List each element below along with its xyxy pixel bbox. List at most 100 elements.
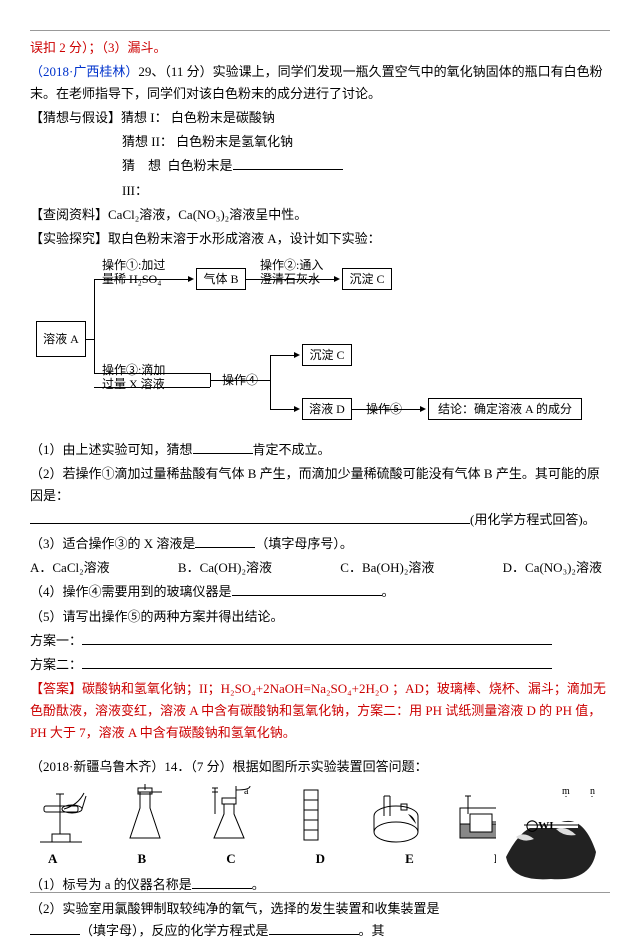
plan1-label: 方案一： <box>30 633 82 648</box>
node-gasB: 气体 B <box>196 268 246 290</box>
q1-5: （5）请写出操作⑤的两种方案并得出结论。 <box>30 606 610 628</box>
q2-1-b: 。 <box>252 877 265 892</box>
line <box>270 409 296 410</box>
q1-2-blank: (用化学方程式回答)。 <box>30 509 610 531</box>
prev-answer-tail: 误扣 2 分）；（3）漏斗。 <box>30 37 610 59</box>
node-precC2: 沉淀 C <box>302 344 352 366</box>
node-conclusion: 结论：确定溶液 A 的成分 <box>428 398 582 420</box>
guess-4-row: III： <box>30 180 610 202</box>
guess-1-text: 白色粉末是碳酸钠 <box>171 110 275 125</box>
svg-text:n: n <box>590 786 595 797</box>
line <box>86 339 94 340</box>
q1-3-a: （3）适合操作③的 X 溶液是 <box>30 536 195 551</box>
reference: 【查阅资料】CaCl₂溶液，Ca(NO₃)₂溶液呈中性。 <box>30 204 610 226</box>
node-solD: 溶液 D <box>302 398 352 420</box>
line <box>94 279 95 373</box>
arrow <box>334 276 340 282</box>
app-E <box>366 784 424 846</box>
q1-2: （2）若操作①滴加过量稀盐酸有气体 B 产生，而滴加少量稀硫酸可能没有气体 B … <box>30 463 610 507</box>
node-precC: 沉淀 C <box>342 268 392 290</box>
line <box>352 409 422 410</box>
q2-1-a: （1）标号为 a 的仪器名称是 <box>30 877 192 892</box>
svg-text:◯WI: ◯WI <box>526 820 554 832</box>
line <box>270 355 296 356</box>
blank-a <box>192 875 252 889</box>
op3-a: 操作③:滴加 <box>102 363 165 377</box>
plan2-label: 方案二： <box>30 657 82 672</box>
blank-3 <box>195 534 255 548</box>
answer: 【答案】碳酸钠和氢氧化钠；II；H₂SO₄+2NaOH=Na₂SO₄+2H₂O … <box>30 678 610 744</box>
line <box>94 373 210 374</box>
q2-2-c: 。其 <box>359 923 385 938</box>
line <box>94 279 190 280</box>
blank-1 <box>193 440 253 454</box>
bottom-rule <box>30 892 610 893</box>
line <box>246 279 336 280</box>
q2-2-a: （2）实验室用氯酸钾制取较纯净的氧气，选择的发生装置和收集装置是 <box>30 901 440 916</box>
lab-B: B <box>137 848 146 870</box>
svg-text:a: a <box>244 786 249 797</box>
app-B <box>120 784 170 846</box>
blank-b1 <box>30 921 80 935</box>
blank-b2 <box>269 921 359 935</box>
answer-text: 碳酸钠和氢氧化钠；II；H₂SO₄+2NaOH=Na₂SO₄+2H₂O ；AD；… <box>30 681 606 740</box>
opt-a: A．CaCl₂溶液 <box>30 557 110 579</box>
q1-4: （4）操作④需要用到的玻璃仪器是。 <box>30 581 610 603</box>
q2-2-b: （填字母），反应的化学方程式是 <box>80 923 269 938</box>
q1-1-a: （1）由上述实验可知，猜想 <box>30 442 193 457</box>
guess-3-label: 猜 想 <box>122 158 161 173</box>
opt-d: D．Ca(NO₃)₂溶液 <box>503 557 602 579</box>
blank-p2 <box>82 654 552 668</box>
plan-2: 方案二： <box>30 654 610 676</box>
arrow <box>294 352 300 358</box>
blank-4 <box>232 582 382 596</box>
q1-3-b: （填字母序号）。 <box>255 536 353 551</box>
lab-A: A <box>48 848 57 870</box>
lab-C: C <box>226 848 235 870</box>
q1-3: （3）适合操作③的 X 溶液是 （填字母序号）。 <box>30 533 610 555</box>
opt-b: B．Ca(OH)₂溶液 <box>178 557 272 579</box>
op2-a: 操作②:通入 <box>260 258 323 272</box>
guess-heading: 【猜想与假设】 <box>30 110 121 125</box>
arrow <box>188 276 194 282</box>
guess-2-row: 猜想 II： 白色粉末是氢氧化钠 <box>30 131 610 153</box>
guess-2-label: 猜想 II： <box>122 134 173 149</box>
q1-intro: （2018·广西桂林）29、（11 分）实验课上，同学们发现一瓶久置空气中的氧化… <box>30 61 610 105</box>
app-A <box>34 784 88 846</box>
guess-heading-row: 【猜想与假设】猜想 I： 白色粉末是碳酸钠 <box>30 107 610 129</box>
q1-1-b: 肯定不成立。 <box>253 442 331 457</box>
line <box>270 355 271 409</box>
q1-1: （1）由上述实验可知，猜想 肯定不成立。 <box>30 439 610 461</box>
guess-4-label: III： <box>122 183 148 198</box>
answer-label: 【答案】 <box>30 681 82 696</box>
line <box>94 387 210 388</box>
app-D <box>290 784 334 846</box>
arrow <box>420 406 426 412</box>
lab-E: E <box>405 848 414 870</box>
arrow <box>294 406 300 412</box>
q1-4-a: （4）操作④需要用到的玻璃仪器是 <box>30 584 232 599</box>
side-photo: ◯WI <box>496 797 606 887</box>
source-2: （2018·新疆乌鲁木齐）14．（7 分）根据如图所示实验装置回答问题： <box>30 756 610 778</box>
line <box>210 380 270 381</box>
opt-c: C．Ba(OH)₂溶液 <box>340 557 434 579</box>
app-C: a <box>202 784 258 846</box>
plan-1: 方案一： <box>30 630 610 652</box>
q1-2-tail: (用化学方程式回答)。 <box>470 512 596 527</box>
experiment-intro: 【实验探究】取白色粉末溶于水形成溶液 A，设计如下实验： <box>30 228 610 250</box>
blank-guess3 <box>233 156 343 170</box>
blank-2 <box>30 510 470 524</box>
blank-p1 <box>82 630 552 644</box>
guess-3-text: 白色粉末是 <box>168 158 233 173</box>
guess-2-text: 白色粉末是氢氧化钠 <box>176 134 293 149</box>
guess-3-row: 猜 想 白色粉末是 <box>30 155 610 177</box>
options: A．CaCl₂溶液 B．Ca(OH)₂溶液 C．Ba(OH)₂溶液 D．Ca(N… <box>30 557 610 579</box>
node-solA: 溶液 A <box>36 321 86 357</box>
source-1: （2018·广西桂林） <box>30 64 138 79</box>
op3-b: 过量 X 溶液 <box>102 377 165 391</box>
top-rule <box>30 30 610 31</box>
guess-1-label: 猜想 I： <box>121 110 168 125</box>
lab-D: D <box>316 848 325 870</box>
flowchart: 溶液 A 操作①:加过 量稀 H₂SO₄ 气体 B 操作②:通入 澄清石灰水 沉… <box>36 256 596 431</box>
svg-text:m: m <box>562 786 570 797</box>
